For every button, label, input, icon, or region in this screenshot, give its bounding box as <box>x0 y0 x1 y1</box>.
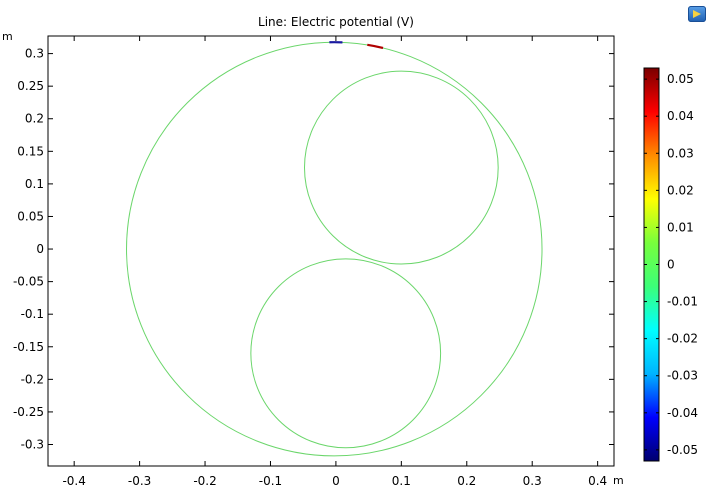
colorbar-tick-label: -0.04 <box>667 406 698 420</box>
x-tick-label: 0 <box>332 474 340 488</box>
lower-conductor-line <box>250 258 442 449</box>
upper-conductor-line <box>303 70 499 265</box>
y-tick-label: -0.3 <box>21 438 44 452</box>
colorbar-tick-label: 0.03 <box>667 146 694 160</box>
colorbar-tick-label: 0.02 <box>667 183 694 197</box>
colorbar-tick-label: -0.05 <box>667 443 698 457</box>
x-tick-label: -0.1 <box>259 474 282 488</box>
axes-frame <box>47 35 615 467</box>
colorbar: 0.05 0.04 0.03 0.02 0.01 0 -0.01 -0.02 -0.03 -0.0… <box>643 67 698 462</box>
positive-hotspot <box>367 43 384 50</box>
x-tick-label: -0.2 <box>193 474 216 488</box>
colorbar-tick-label: 0.01 <box>667 220 694 234</box>
colorbar-tick-label: 0 <box>667 258 675 272</box>
colorbar-tick-label: -0.01 <box>667 295 698 309</box>
colorbar-tick-label: 0.05 <box>667 72 694 86</box>
y-tick-label: 0.25 <box>17 79 44 93</box>
x-tick-label: 0.4 <box>588 474 607 488</box>
x-axis: -0.4 -0.3 -0.2 -0.1 0 0.1 0.2 0.3 0.4 <box>62 36 607 488</box>
x-tick-label: 0.3 <box>523 474 542 488</box>
y-tick-label: 0.2 <box>25 112 44 126</box>
y-axis: 0.3 0.25 0.2 0.15 0.1 0.05 0 -0.05 -0.1 -0.15 -0.2… <box>13 47 614 452</box>
x-unit-label: m <box>613 474 624 487</box>
geometry-lines <box>126 41 543 457</box>
y-tick-label: 0.05 <box>17 209 44 223</box>
chart-title: Line: Electric potential (V) <box>258 15 414 29</box>
y-tick-label: 0.15 <box>17 144 44 158</box>
colorbar-tick-label: -0.03 <box>667 369 698 383</box>
x-tick-label: 0.2 <box>457 474 476 488</box>
play-icon[interactable] <box>688 6 706 22</box>
y-tick-label: -0.2 <box>21 372 44 386</box>
y-tick-label: -0.25 <box>13 405 44 419</box>
x-tick-label: -0.3 <box>128 474 151 488</box>
y-tick-label: -0.1 <box>21 307 44 321</box>
y-tick-label: -0.15 <box>13 340 44 354</box>
y-unit-label: m <box>2 30 13 43</box>
y-tick-label: -0.05 <box>13 275 44 289</box>
x-tick-label: 0.1 <box>392 474 411 488</box>
y-tick-label: 0.1 <box>25 177 44 191</box>
y-tick-label: 0 <box>36 242 44 256</box>
colorbar-tick-label: 0.04 <box>667 109 694 123</box>
colorbar-tick-label: -0.02 <box>667 332 698 346</box>
y-tick-label: 0.3 <box>25 47 44 61</box>
x-tick-label: -0.4 <box>62 474 85 488</box>
